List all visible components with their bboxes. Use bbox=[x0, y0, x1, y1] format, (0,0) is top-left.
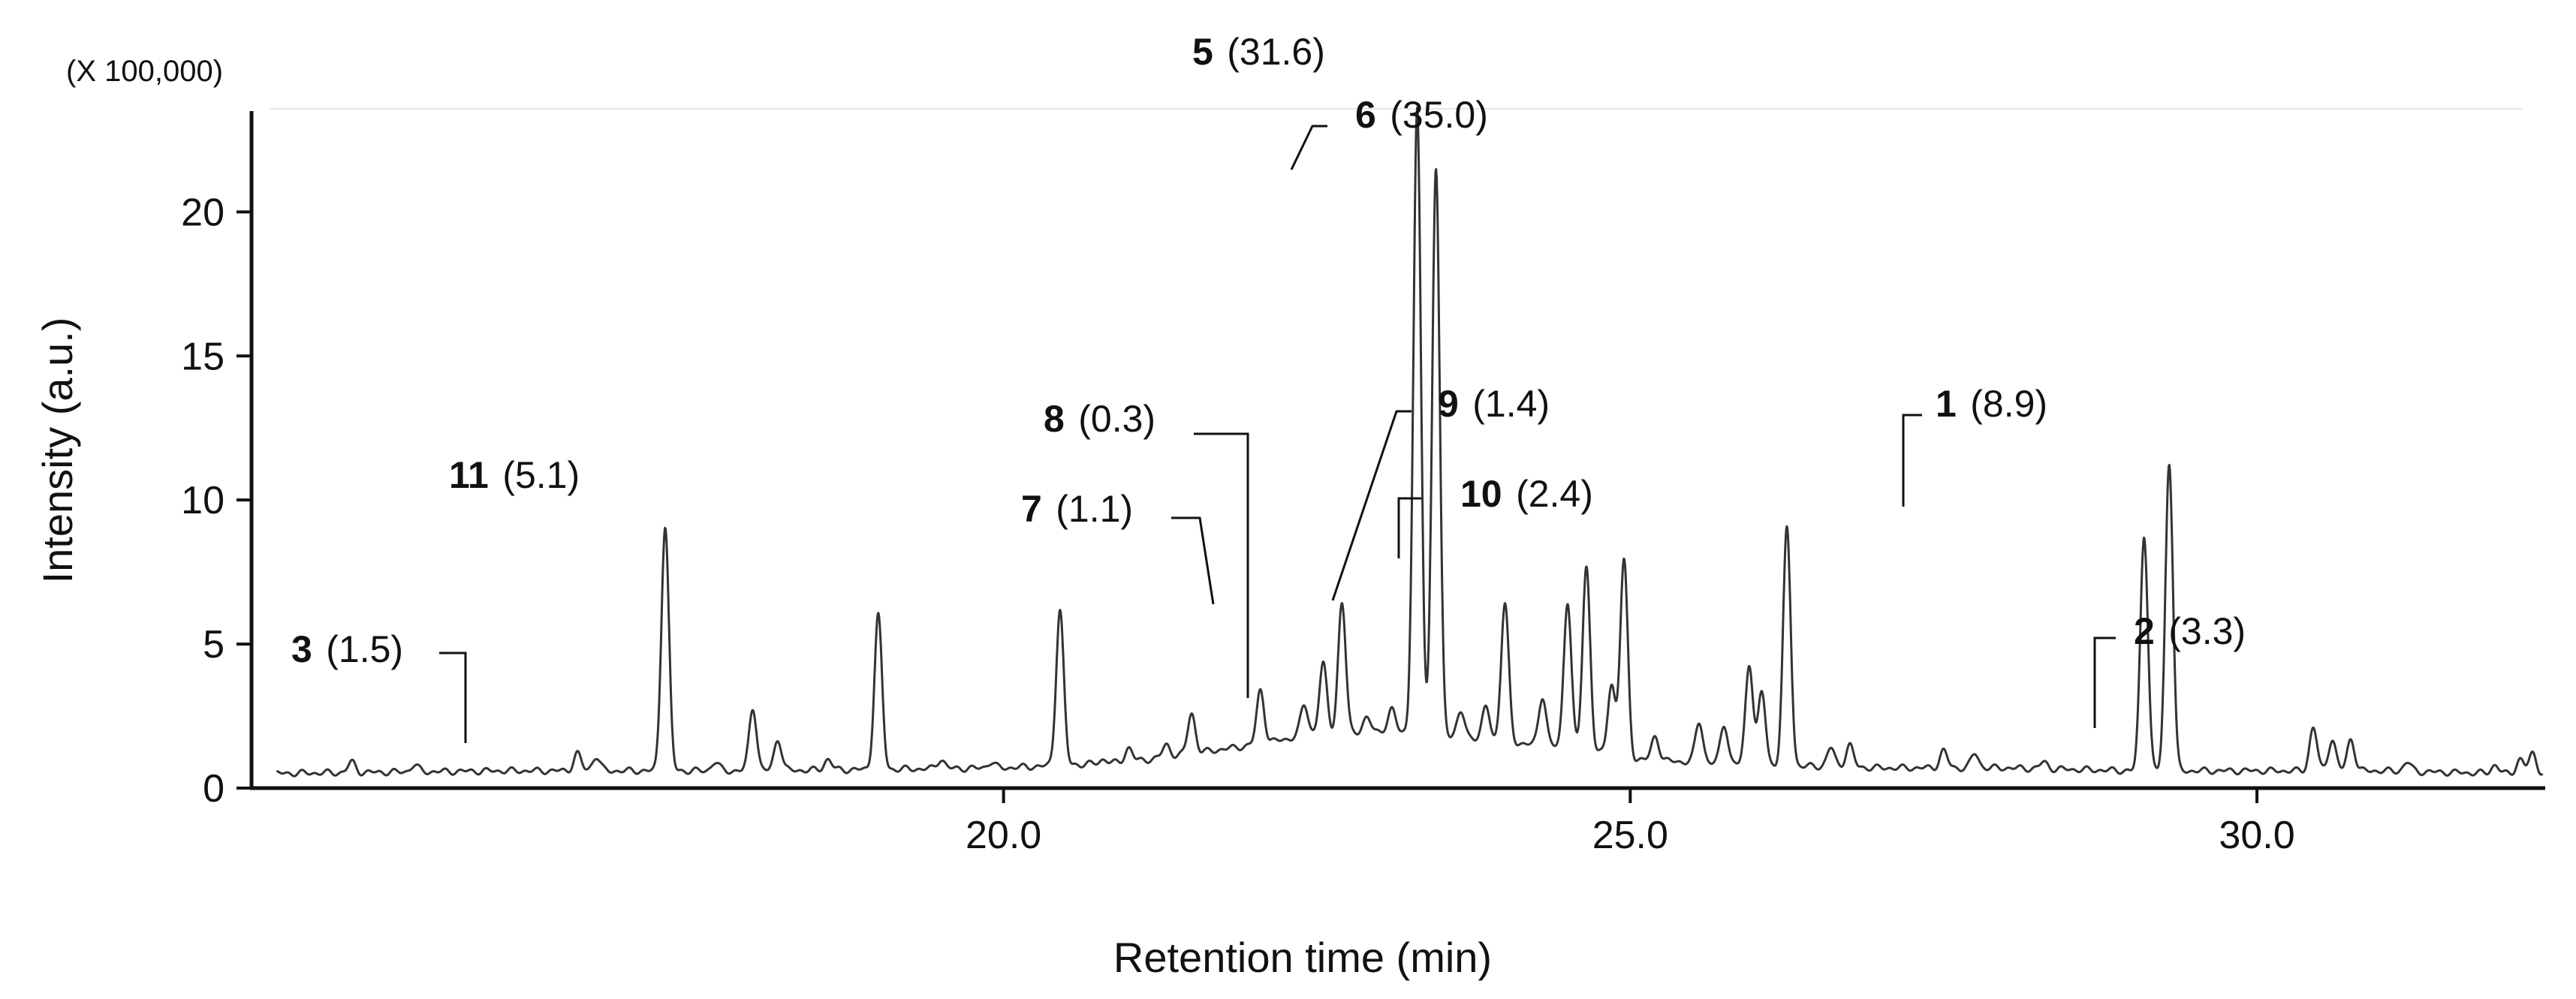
annotation-leader-line bbox=[1290, 125, 1327, 170]
annotation-value: (1.5) bbox=[326, 628, 403, 670]
annotation-leader-line bbox=[1902, 414, 1922, 507]
x-ticks: 20.0 25.0 30.0 bbox=[966, 788, 2295, 857]
annotation-peak-9: 9 (1.4) bbox=[1331, 383, 1550, 601]
annotation-value: (1.1) bbox=[1056, 488, 1133, 530]
svg-text:10 (2.4): 10 (2.4) bbox=[1460, 473, 1593, 515]
annotation-number: 10 bbox=[1460, 473, 1502, 515]
annotation-value: (5.1) bbox=[502, 454, 580, 496]
svg-text:6 (35.0): 6 (35.0) bbox=[1355, 94, 1488, 136]
y-unit-label: (X 100,000) bbox=[66, 55, 223, 88]
annotation-leader-line bbox=[1397, 497, 1421, 558]
annotation-number: 9 bbox=[1438, 383, 1459, 425]
y-tick-label: 0 bbox=[203, 767, 224, 811]
svg-text:1 (8.9): 1 (8.9) bbox=[1936, 383, 2047, 425]
annotation-leader-line bbox=[1331, 410, 1412, 601]
annotation-peak-1: 1 (8.9) bbox=[1902, 383, 2047, 507]
annotation-number: 2 bbox=[2134, 610, 2155, 652]
annotation-peak-3: 3 (1.5) bbox=[291, 628, 467, 743]
annotation-value: (3.3) bbox=[2168, 610, 2246, 652]
svg-text:5 (31.6): 5 (31.6) bbox=[1192, 31, 1325, 73]
annotation-leader-line bbox=[439, 651, 467, 743]
annotation-number: 7 bbox=[1021, 488, 1042, 530]
annotation-leader-line bbox=[1194, 432, 1249, 698]
annotation-peak-11: 11 (5.1) bbox=[449, 454, 580, 496]
annotation-number: 11 bbox=[449, 454, 489, 496]
x-tick-label: 20.0 bbox=[966, 814, 1041, 857]
y-ticks: 0 5 10 15 20 bbox=[181, 191, 252, 811]
annotation-value: (2.4) bbox=[1516, 473, 1593, 515]
x-tick-label: 30.0 bbox=[2219, 814, 2294, 857]
svg-text:3 (1.5): 3 (1.5) bbox=[291, 628, 403, 670]
y-tick-label: 10 bbox=[181, 479, 224, 522]
annotation-number: 6 bbox=[1355, 94, 1376, 136]
y-axis-title: Intensity (a.u.) bbox=[34, 317, 81, 584]
svg-text:11 (5.1): 11 (5.1) bbox=[449, 454, 580, 496]
annotation-number: 1 bbox=[1936, 383, 1957, 425]
annotation-peak-6: 6 (35.0) bbox=[1290, 94, 1488, 170]
annotation-number: 8 bbox=[1044, 398, 1065, 440]
annotation-value: (35.0) bbox=[1390, 94, 1488, 136]
svg-text:7 (1.1): 7 (1.1) bbox=[1021, 488, 1133, 530]
svg-text:9 (1.4): 9 (1.4) bbox=[1438, 383, 1550, 425]
annotation-peak-5: 5 (31.6) bbox=[1192, 31, 1325, 73]
annotation-peak-7: 7 (1.1) bbox=[1021, 488, 1215, 605]
annotation-peak-10: 10 (2.4) bbox=[1397, 473, 1593, 558]
x-axis-title: Retention time (min) bbox=[1113, 934, 1492, 981]
annotation-value: (31.6) bbox=[1227, 31, 1325, 73]
annotation-leader-line bbox=[2093, 636, 2116, 728]
chromatogram-trace bbox=[276, 107, 2544, 778]
y-tick-label: 20 bbox=[181, 191, 224, 234]
annotation-peak-8: 8 (0.3) bbox=[1044, 398, 1249, 698]
annotation-leader-line bbox=[1171, 516, 1215, 605]
svg-text:8 (0.3): 8 (0.3) bbox=[1044, 398, 1155, 440]
annotation-number: 5 bbox=[1192, 31, 1213, 73]
x-tick-label: 25.0 bbox=[1592, 814, 1668, 857]
annotation-value: (8.9) bbox=[1970, 383, 2047, 425]
svg-text:2 (3.3): 2 (3.3) bbox=[2134, 610, 2246, 652]
annotation-number: 3 bbox=[291, 628, 312, 670]
annotation-value: (1.4) bbox=[1472, 383, 1550, 425]
annotation-value: (0.3) bbox=[1078, 398, 1155, 440]
y-tick-label: 5 bbox=[203, 623, 224, 667]
y-tick-label: 15 bbox=[181, 335, 224, 378]
annotation-peak-2: 2 (3.3) bbox=[2093, 610, 2246, 728]
